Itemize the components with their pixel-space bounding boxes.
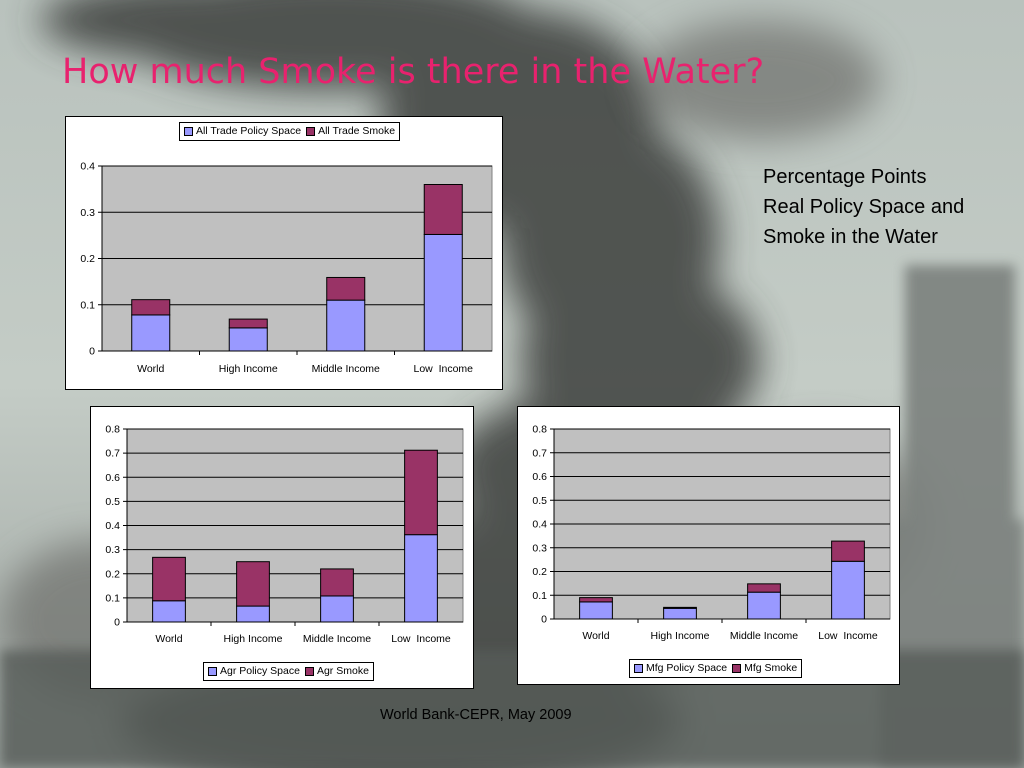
bar-policy-space [320,595,354,623]
legend-item-policy: All Trade Policy Space [184,123,301,140]
y-tick-label: 0.4 [80,161,95,173]
y-tick-label: 0.6 [532,471,547,483]
y-tick-label: 0.3 [532,542,547,554]
smoke-swatch [304,667,314,676]
bar-smoke [831,540,865,562]
bar-policy-space [404,534,438,623]
bar-policy-space [831,560,865,620]
legend-label: Agr Policy Space [220,665,300,677]
bar-policy-space [326,299,366,352]
x-category-label: High Income [224,633,283,645]
legend-item-policy: Agr Policy Space [208,663,300,680]
bar-smoke [326,276,366,301]
y-tick-label: 0.7 [532,447,547,459]
bar-policy-space [663,607,697,620]
chart-agr: Agr Policy Space Agr Smoke 0 0.1 0.2 0.3 0.4… [90,406,474,689]
legend-item-smoke: Agr Smoke [304,663,369,680]
y-tick-label: 0.8 [532,424,547,436]
x-category-label: High Income [219,363,278,375]
x-category-label: World [155,633,182,645]
chart-plot: 0 0.1 0.2 0.3 0.4 0.5 0.6 0.7 0.8 World High Incom… [532,424,891,642]
x-category-label: Middle Income [303,633,371,645]
legend-item-smoke: All Trade Smoke [306,123,395,140]
y-tick-label: 0.3 [80,207,95,219]
side-note-line: Real Policy Space and [763,196,965,218]
side-note-line: Smoke in the Water [763,226,938,248]
policy-swatch [634,664,643,673]
bar-smoke [747,583,781,593]
bar-smoke [320,568,354,597]
bar-smoke [152,556,186,602]
chart-legend: Mfg Policy Space Mfg Smoke [629,659,803,678]
legend-label: All Trade Policy Space [196,125,302,137]
x-category-label: Low Income [413,363,473,375]
bar-policy-space [747,591,781,620]
y-tick-label: 0.8 [105,424,120,436]
smoke-swatch [732,664,742,673]
bar-policy-space [131,314,171,352]
bar-smoke [423,184,463,235]
y-tick-label: 0.6 [105,472,120,484]
y-tick-label: 0.5 [532,495,547,507]
legend-label: Agr Smoke [316,665,369,677]
chart-plot: 0 0.1 0.2 0.3 0.4 World High Income Middle Inco… [80,161,493,375]
legend-label: Mfg Policy Space [646,662,728,674]
bar-smoke [131,299,171,316]
x-category-label: Middle Income [312,363,380,375]
bar-policy-space [228,327,268,352]
legend-item-policy: Mfg Policy Space [634,660,727,677]
bar-smoke [404,449,438,536]
footer-source: World Bank-CEPR, May 2009 [380,707,572,723]
chart-legend: Agr Policy Space Agr Smoke [203,662,374,681]
y-tick-label: 0 [89,346,95,358]
y-tick-label: 0.7 [105,448,120,460]
policy-swatch [208,667,217,676]
y-tick-label: 0.1 [80,299,95,311]
y-tick-label: 0 [541,614,547,626]
x-category-label: Low Income [391,633,451,645]
bar-policy-space [579,601,613,620]
x-category-label: High Income [651,630,710,642]
x-category-label: Low Income [818,630,878,642]
y-tick-label: 0.3 [105,544,120,556]
chart-mfg: Mfg Policy Space Mfg Smoke 0 0.1 0.2 0.3 0.4… [517,406,900,685]
y-tick-label: 0.2 [532,566,547,578]
bar-smoke [579,597,613,603]
y-tick-label: 0.4 [532,519,547,531]
y-tick-label: 0.2 [80,253,95,265]
x-category-label: World [137,363,164,375]
legend-label: Mfg Smoke [744,662,798,674]
bar-policy-space [152,600,186,623]
chart-plot: 0 0.1 0.2 0.3 0.4 0.5 0.6 0.7 0.8 World High Incom… [105,424,464,645]
y-tick-label: 0.4 [105,520,120,532]
y-tick-label: 0.1 [532,590,547,602]
y-tick-label: 0 [114,617,120,629]
chart-all-trade: All Trade Policy Space All Trade Smoke 0… [65,116,503,390]
policy-swatch [184,127,193,136]
legend-label: All Trade Smoke [318,125,396,137]
slide-title: How much Smoke is there in the Water? [62,52,765,92]
x-category-label: World [582,630,609,642]
y-tick-label: 0.1 [105,592,120,604]
bar-smoke [663,606,697,609]
y-tick-label: 0.2 [105,568,120,580]
y-tick-label: 0.5 [105,496,120,508]
bar-smoke [236,561,270,607]
side-note: Percentage Points Real Policy Space and … [763,162,1023,252]
chart-legend: All Trade Policy Space All Trade Smoke [179,122,401,141]
smoke-swatch [306,127,316,136]
legend-item-smoke: Mfg Smoke [732,660,797,677]
bar-smoke [228,318,268,329]
side-note-line: Percentage Points [763,166,927,188]
bar-policy-space [236,605,270,623]
bar-policy-space [423,233,463,352]
x-category-label: Middle Income [730,630,798,642]
